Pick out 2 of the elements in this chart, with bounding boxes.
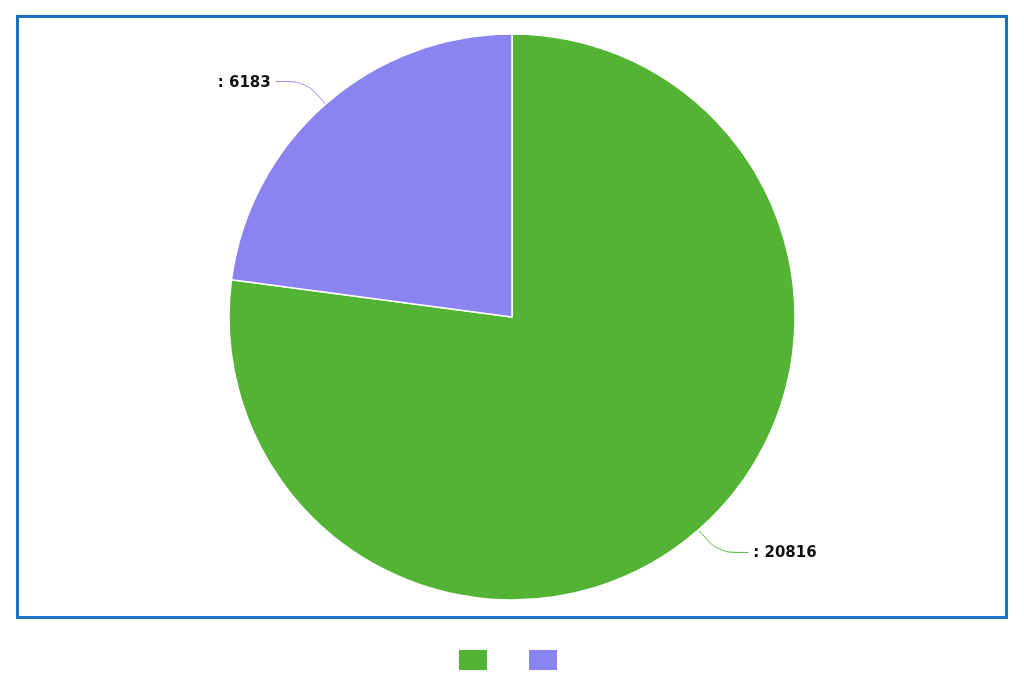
data-label: : 20816 (753, 543, 817, 562)
data-label: : 6183 (217, 72, 271, 91)
